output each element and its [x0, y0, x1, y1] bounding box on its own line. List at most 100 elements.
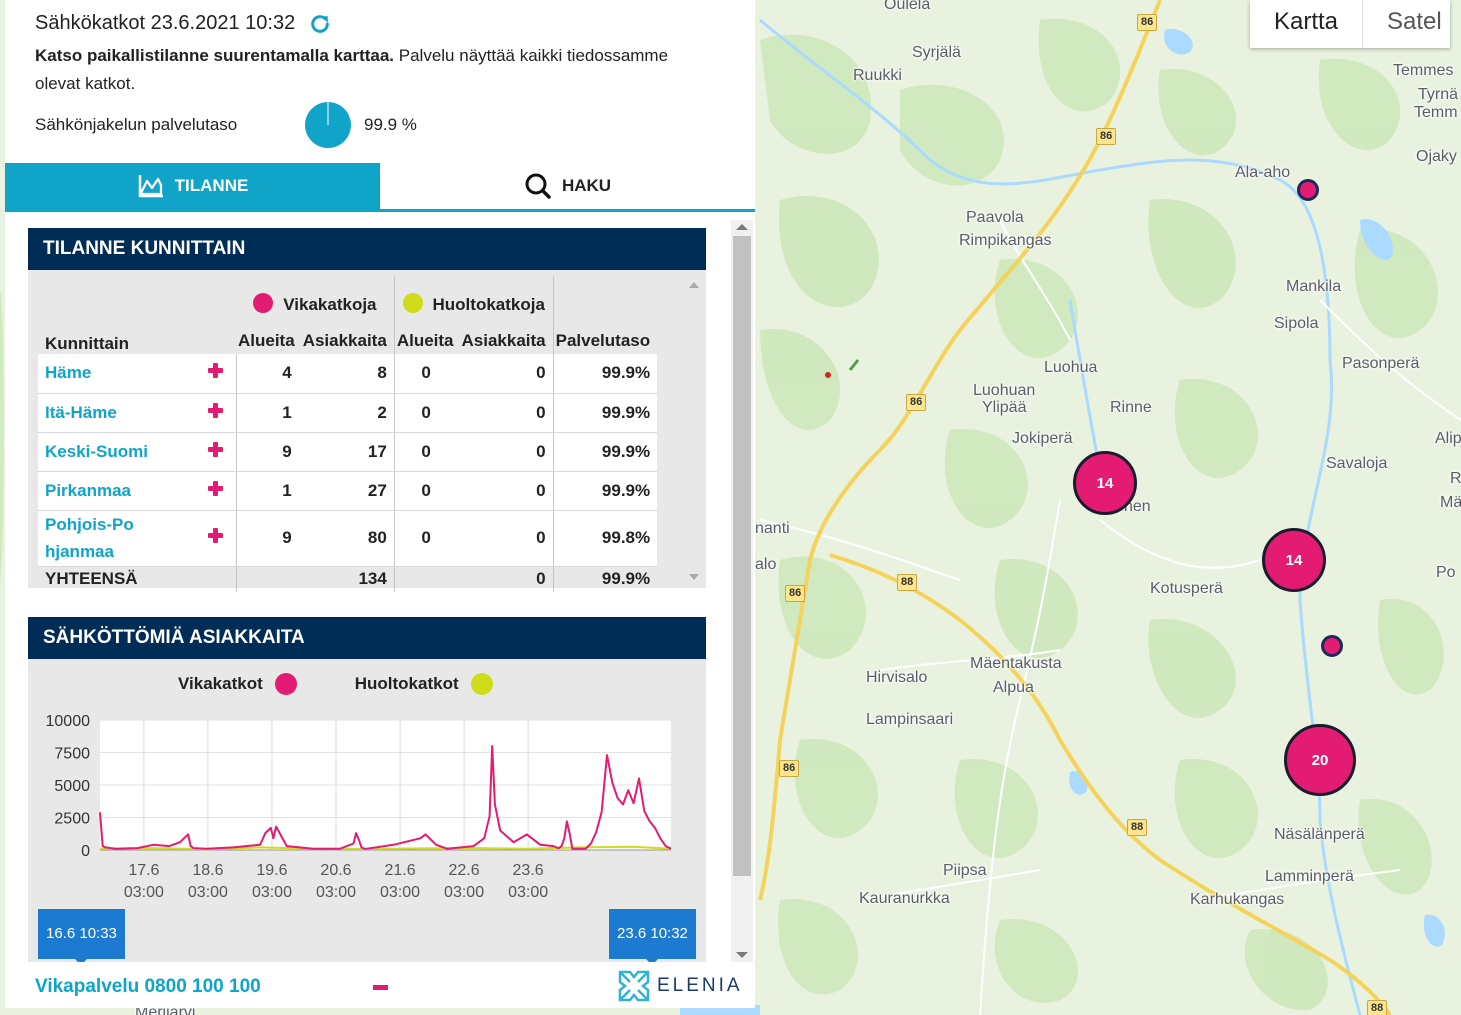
place-ojaky: Ojaky — [1416, 148, 1457, 165]
service-level: 99.8% — [552, 510, 658, 567]
municipality-link[interactable]: Keski-Suomi — [38, 432, 196, 472]
municipality-link[interactable]: Häme — [38, 354, 196, 394]
place-luohuan: Luohuan — [973, 382, 1036, 399]
legend-item-maintenance[interactable]: Huoltokatkot — [355, 673, 493, 695]
outage-marker[interactable] — [1321, 635, 1343, 657]
outage-cluster[interactable]: 14 — [1073, 451, 1137, 515]
col-maint-customers: Asiakkaita — [461, 331, 546, 350]
x-tick-date: 18.6 — [192, 862, 223, 879]
panel-scroll-area[interactable]: TILANNE KUNNITTAIN Vikakatkoja Huoltokat… — [5, 212, 755, 962]
plus-icon[interactable] — [208, 528, 224, 543]
range-end-handle[interactable]: 23.6 10:32 — [609, 909, 696, 962]
elenia-logo-icon — [618, 970, 650, 1002]
fault-areas: 1 — [235, 471, 299, 511]
plus-icon[interactable] — [208, 402, 224, 418]
place-maentakusta: Mäentakusta — [970, 655, 1062, 672]
service-level-value: 99.9 % — [364, 115, 417, 134]
fault-areas: 9 — [235, 510, 299, 567]
place-merijarvi: Merijärvi — [135, 1004, 196, 1015]
outage-cluster[interactable]: 14 — [1262, 528, 1326, 592]
header-spacer — [38, 276, 196, 315]
panel-scrollbar[interactable] — [731, 220, 753, 962]
municipality-name: Pohjois-Pohjanmaa — [45, 515, 134, 561]
map-type-map[interactable]: Kartta — [1274, 8, 1339, 35]
legend-item-fault[interactable]: Vikakatkot — [178, 673, 297, 695]
description-text: Palvelu näyttää kaikki tiedossamme oleva… — [35, 46, 669, 93]
place-lamminpera: Lamminperä — [1265, 868, 1354, 885]
header-fault-group: Vikakatkoja — [236, 276, 394, 315]
table-row: Pohjois-Pohjanmaa 9 80 0 0 99.8% — [38, 510, 658, 567]
fault-customers: 27 — [298, 471, 395, 511]
road-shield-88: 88 — [897, 574, 918, 591]
expand-cell — [196, 354, 236, 394]
collapse-minus-icon[interactable] — [373, 985, 388, 990]
map-type-control: Kartta Satel — [1250, 0, 1451, 48]
refresh-icon[interactable] — [309, 13, 331, 35]
table-total-row: YHTEENSÄ 134 0 99.9% — [38, 566, 658, 592]
range-start-handle[interactable]: 16.6 10:33 — [38, 909, 125, 962]
map-type-satellite[interactable]: Satel — [1362, 0, 1450, 48]
header-maint-label: Huoltokatkoja — [432, 295, 545, 314]
municipality-link[interactable]: Itä-Häme — [38, 393, 196, 433]
expand-cell — [196, 471, 236, 511]
col-fault-customers: Asiakkaita — [302, 331, 387, 350]
header-spacer — [552, 276, 658, 315]
scroll-down-arrow-icon[interactable] — [736, 952, 748, 958]
y-tick-label: 2500 — [54, 811, 90, 828]
legend-label: Huoltokatkot — [354, 674, 459, 693]
road-shield-88: 88 — [1367, 1000, 1388, 1015]
maint-customers: 0 — [457, 471, 554, 511]
chart-icon — [138, 175, 163, 198]
header-spacer — [196, 276, 236, 315]
scroll-up-arrow-icon[interactable] — [689, 282, 699, 288]
col-fault-areas: Alueita — [238, 331, 295, 350]
place-po: Po — [1436, 564, 1456, 581]
description-bold: Katso paikallistilanne suurentamalla kar… — [35, 46, 395, 65]
place-kotuspera: Kotusperä — [1150, 580, 1223, 597]
fault-customers: 80 — [298, 510, 395, 567]
place-kauranurkka: Kauranurkka — [859, 890, 950, 907]
fault-service-phone[interactable]: Vikapalvelu 0800 100 100 — [35, 976, 261, 997]
scrollbar-thumb[interactable] — [733, 236, 751, 876]
place-nen: nen — [1124, 498, 1151, 515]
expand-cell — [196, 393, 236, 433]
total-maint-customers: 0 — [536, 569, 546, 589]
municipality-link[interactable]: Pohjois-Pohjanmaa — [38, 510, 196, 567]
maint-areas: 0 — [393, 393, 458, 433]
elenia-logo: ELENIA — [617, 969, 743, 1003]
tab-haku[interactable]: HAKU — [380, 163, 755, 209]
col-maint-areas: Alueita — [393, 315, 458, 354]
tab-tilanne[interactable]: TILANNE — [5, 163, 380, 209]
table-scrollbar[interactable] — [687, 276, 701, 582]
road-shield-86: 86 — [1096, 128, 1117, 145]
total-spacer — [235, 566, 299, 592]
tab-label: HAKU — [561, 176, 612, 195]
y-tick-label: 7500 — [54, 746, 90, 763]
plus-icon[interactable] — [208, 480, 224, 496]
scroll-up-arrow-icon[interactable] — [736, 224, 748, 230]
outage-panel: Sähkökatkot 23.6.2021 10:32 Katso paikal… — [5, 0, 755, 1008]
x-tick-date: 17.6 — [128, 862, 159, 879]
fault-legend-dot — [253, 293, 274, 313]
maint-customers: 0 — [457, 432, 554, 472]
municipality-link[interactable]: Pirkanmaa — [38, 471, 196, 511]
x-tick-date: 21.6 — [384, 862, 415, 879]
plus-icon[interactable] — [208, 441, 224, 457]
total-service-level: 99.9% — [552, 566, 658, 592]
place-nanti: nanti — [755, 520, 790, 537]
search-icon — [525, 173, 551, 199]
outage-cluster[interactable]: 20 — [1284, 724, 1356, 796]
scroll-down-arrow-icon[interactable] — [689, 574, 699, 580]
panel-footer: Vikapalvelu 0800 100 100 ELENIA — [5, 963, 755, 1008]
place-alo: alo — [755, 556, 777, 573]
panel-tabs: TILANNE HAKU — [5, 163, 755, 212]
road-shield-86: 86 — [785, 585, 806, 602]
service-level: 99.9% — [552, 471, 658, 511]
outage-marker[interactable] — [1297, 179, 1319, 201]
plus-icon[interactable] — [208, 363, 224, 379]
place-paavola: Paavola — [966, 209, 1024, 226]
place-lampinsaari: Lampinsaari — [866, 711, 954, 728]
table-header-row: Kunnittain Alueita Asiakkaita Alueita As… — [38, 315, 658, 354]
place-pasonpera: Pasonperä — [1342, 355, 1420, 372]
